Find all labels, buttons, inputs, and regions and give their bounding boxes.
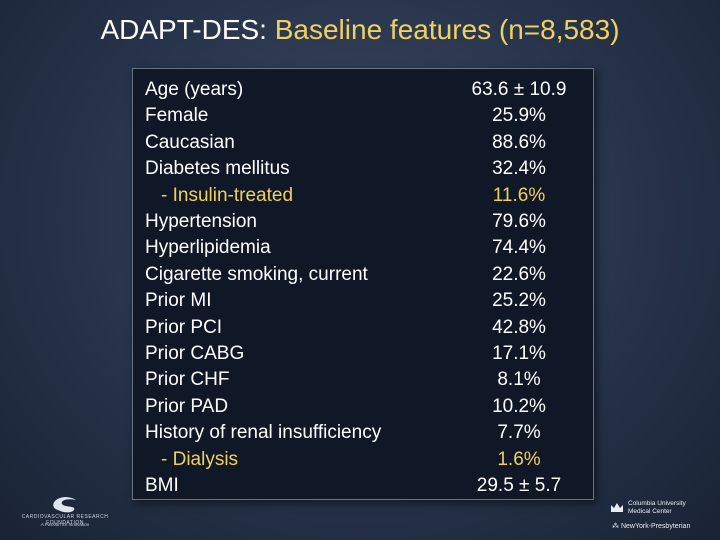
crf-logo-tagline: A Passion for Innovation	[40, 522, 90, 527]
row-label: BMI	[145, 475, 179, 496]
row-label: Female	[145, 105, 209, 127]
row-label: Caucasian	[145, 131, 235, 153]
table-row: Female 25.9%	[133, 103, 593, 129]
row-value: 17.1%	[492, 343, 546, 364]
row-value: 88.6%	[492, 131, 546, 153]
row-label: Cigarette smoking, current	[145, 263, 368, 285]
row-label: Age (years)	[145, 79, 244, 100]
nyp-name: NewYork-Presbyterian	[620, 523, 691, 530]
row-value: 29.5 ± 5.7	[476, 475, 562, 496]
baseline-table: Age (years) 63.6 ± 10.9 Female 25.9% Caucasi…	[132, 68, 594, 500]
row-value: 1.6%	[497, 448, 541, 470]
crf-logo: CARDIOVASCULAR RESEARCH FOUNDATION A Pas…	[10, 494, 120, 536]
row-value: 8.1%	[497, 369, 541, 391]
row-value: 63.6 ± 10.9	[471, 79, 567, 100]
table-row: - Insulin-treated 11.6%	[133, 183, 593, 209]
row-label: Prior PCI	[145, 316, 223, 338]
cumc-line2: Medical Center	[628, 508, 672, 515]
row-value: 32.4%	[492, 158, 546, 180]
row-label: Hypertension	[145, 211, 257, 232]
table-row: Age (years) 63.6 ± 10.9	[133, 77, 593, 103]
table-row: BMI 29.5 ± 5.7	[133, 473, 593, 499]
row-value: 42.8%	[492, 316, 546, 338]
row-value: 74.4%	[492, 237, 546, 259]
row-label: Prior CHF	[145, 369, 230, 391]
table-row: Diabetes mellitus 32.4%	[133, 156, 593, 182]
row-value: 22.6%	[492, 263, 546, 285]
row-value: 25.9%	[492, 105, 546, 127]
table-row: History of renal insufficiency 7.7%	[133, 420, 593, 446]
crf-logo-text: CARDIOVASCULAR RESEARCH FOUNDATION	[21, 514, 109, 526]
table-row: Prior CABG 17.1%	[133, 341, 593, 367]
row-label: History of renal insufficiency	[145, 422, 382, 444]
table-row: Hyperlipidemia 74.4%	[133, 235, 593, 261]
table-row: Cigarette smoking, current 22.6%	[133, 262, 593, 288]
crf-swirl-icon	[53, 497, 76, 513]
row-label: Prior PAD	[145, 395, 229, 417]
table-row: - Dialysis 1.6%	[133, 447, 593, 473]
title-highlight: Baseline features (n=8,583)	[274, 14, 620, 45]
row-label: Prior MI	[145, 290, 212, 312]
row-label: - Dialysis	[161, 448, 239, 470]
row-label: Diabetes mellitus	[145, 158, 290, 180]
crown-icon	[611, 503, 623, 512]
table-row: Caucasian 88.6%	[133, 130, 593, 156]
partner-logos: Columbia University Medical Center ⁂ NewY…	[606, 500, 718, 536]
cumc-line1: Columbia University	[628, 500, 686, 507]
table-row: Prior PAD 10.2%	[133, 394, 593, 420]
title-prefix: ADAPT-DES:	[100, 14, 267, 45]
cumc-logo-text: Columbia University Medical Center	[628, 500, 686, 516]
row-value: 79.6%	[492, 211, 546, 232]
row-label: Hyperlipidemia	[145, 237, 271, 259]
row-value: 25.2%	[492, 290, 546, 312]
row-label: Prior CABG	[145, 343, 245, 364]
table-row: Hypertension 79.6%	[133, 209, 593, 235]
table-row: Prior CHF 8.1%	[133, 367, 593, 393]
nyp-mark-icon: ⁂	[612, 523, 621, 530]
row-value: 10.2%	[492, 395, 546, 417]
nyp-logo-text: ⁂ NewYork-Presbyterian	[612, 522, 690, 530]
table-row: Prior PCI 42.8%	[133, 315, 593, 341]
slide-title: ADAPT-DES: Baseline features (n=8,583)	[0, 14, 720, 46]
row-value: 11.6%	[492, 184, 546, 206]
row-value: 7.7%	[497, 422, 541, 444]
table-row: Prior MI 25.2%	[133, 288, 593, 314]
row-label: - Insulin-treated	[161, 184, 294, 206]
